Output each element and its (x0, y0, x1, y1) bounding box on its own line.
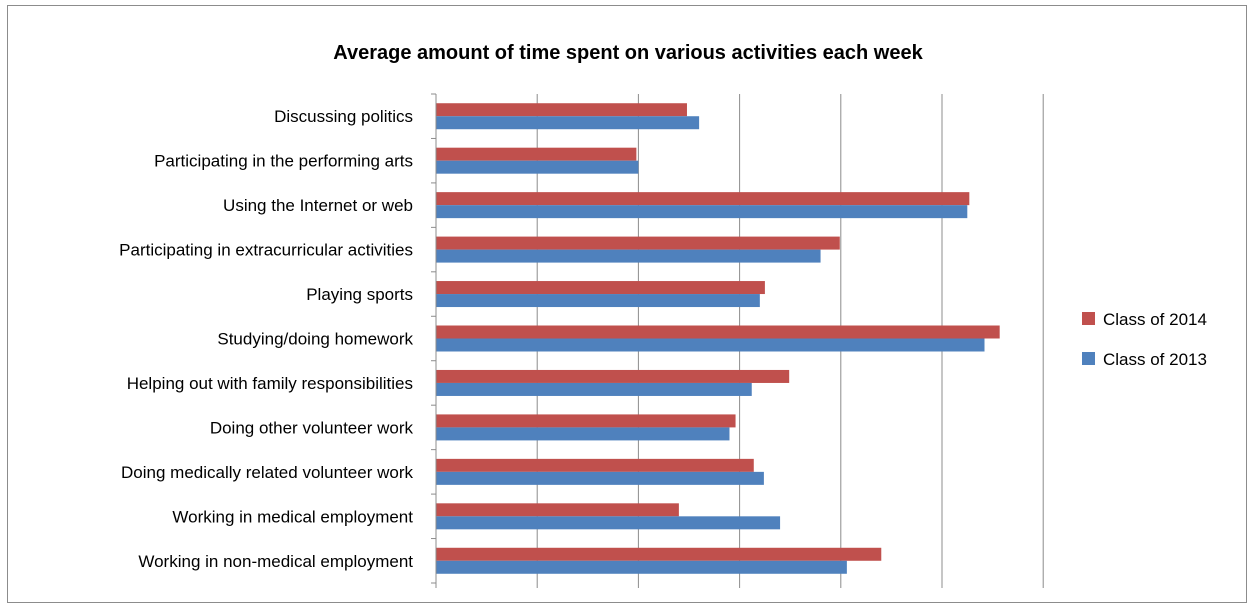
bar-class-2014 (436, 369, 790, 383)
category-label: Participating in the performing arts (154, 152, 413, 171)
category-label: Discussing politics (274, 107, 413, 126)
bars (436, 103, 1000, 574)
category-labels: Discussing politics Participating in the … (119, 107, 413, 571)
category-label: Studying/doing homework (217, 330, 413, 349)
bar-class-2013 (436, 382, 752, 396)
bar-class-2014 (436, 103, 687, 117)
chart-title: Average amount of time spent on various … (333, 42, 923, 64)
bar-class-2013 (436, 116, 700, 130)
bar-class-2013 (436, 516, 781, 530)
legend-swatch (1082, 352, 1095, 365)
bar-class-2013 (436, 205, 968, 219)
bar-class-2014 (436, 236, 840, 250)
category-label: Working in non-medical employment (138, 552, 413, 571)
y-axis (431, 93, 1044, 588)
legend-swatch (1082, 312, 1095, 325)
legend-label: Class of 2014 (1103, 310, 1207, 329)
category-label: Participating in extracurricular activit… (119, 241, 413, 260)
bar-class-2014 (436, 503, 679, 517)
bar-class-2014 (436, 547, 882, 561)
bar-class-2013 (436, 338, 985, 352)
bar-class-2014 (436, 414, 736, 428)
bar-class-2013 (436, 160, 639, 174)
category-label: Working in medical employment (172, 507, 413, 526)
chart-frame: Average amount of time spent on various … (7, 5, 1247, 603)
bar-class-2014 (436, 281, 765, 295)
category-label: Playing sports (306, 285, 413, 304)
bar-class-2013 (436, 560, 847, 574)
bar-class-2013 (436, 427, 730, 441)
legend-label: Class of 2013 (1103, 350, 1207, 369)
legend: Class of 2014 Class of 2013 (1082, 310, 1207, 369)
category-label: Doing other volunteer work (210, 418, 414, 437)
bar-class-2014 (436, 325, 1000, 339)
category-label: Using the Internet or web (223, 196, 413, 215)
bar-class-2013 (436, 294, 760, 308)
category-label: Doing medically related volunteer work (121, 463, 413, 482)
bar-class-2014 (436, 192, 970, 206)
bar-class-2013 (436, 249, 821, 263)
bar-class-2014 (436, 147, 637, 161)
bar-class-2013 (436, 471, 764, 485)
bar-class-2014 (436, 458, 754, 472)
chart-svg: Average amount of time spent on various … (119, 42, 1207, 588)
category-label: Helping out with family responsibilities (127, 374, 413, 393)
